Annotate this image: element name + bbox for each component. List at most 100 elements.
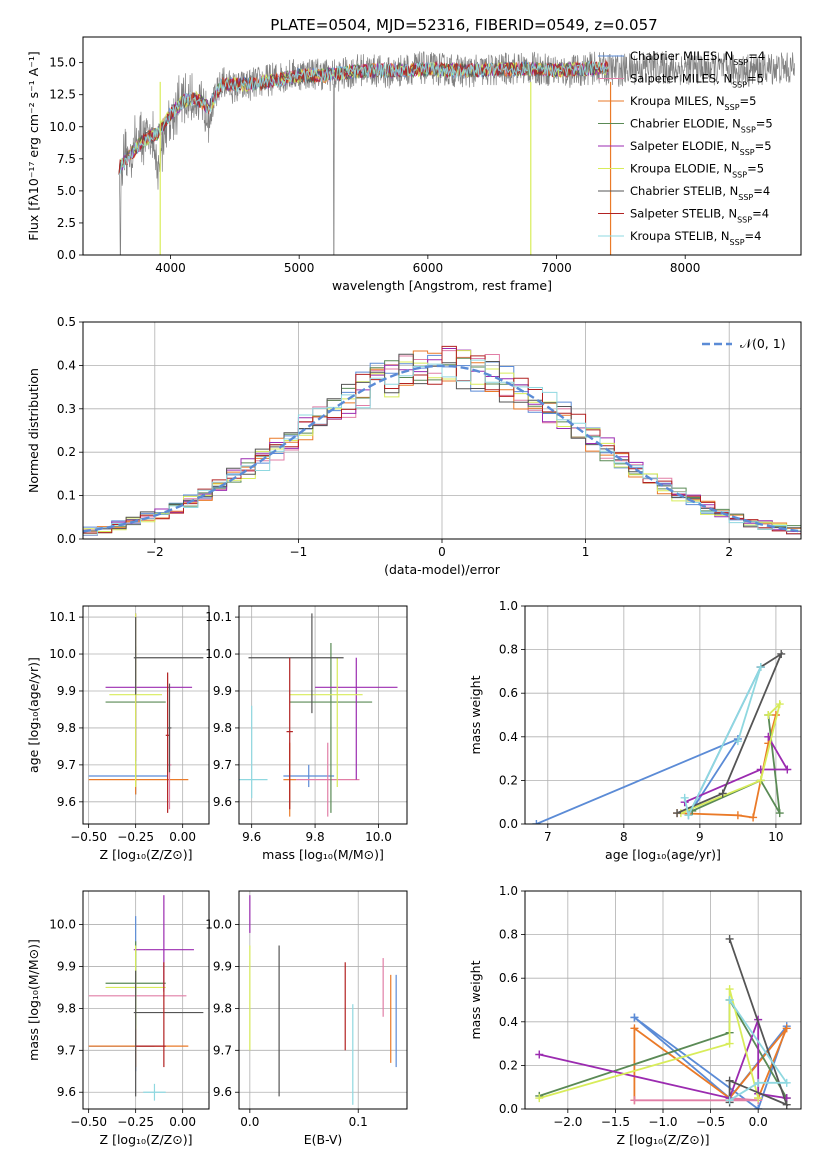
mw_vs_age-xlabel: age [log₁₀(age/yr)] [605,847,721,862]
mass_vs_Z-frame [82,890,210,1110]
mw_vs_Z-xtick-label: −1.0 [648,1115,677,1129]
legend-suffix: =4 [752,207,769,221]
mass_vs_EBV-xtick-label: 0.1 [349,1115,368,1129]
age_vs_mass-axes: 9.6 9.8 10.0 9.6 9.7 9.8 9.9 10.0 10.1 mass [log₁… [205,606,407,862]
mass_vs_EBV-ytick-label: 9.6 [213,1085,232,1099]
legend-label-normal: 𝒩(0, 1) [740,336,786,351]
mass_vs_EBV-frame [238,890,408,1110]
mw_vs_age-frame [524,605,802,825]
residuals-ytick-label: 0.4 [57,358,76,372]
normal-curve [82,364,799,533]
mass_vs_Z-errorbar-point-8 [143,1083,166,1101]
spectrum-axes: 4000 5000 6000 7000 8000 0.0 2.5 5.0 7.5 10.0 12.5… [26,51,700,293]
mass_vs_Z-errorbar-point-0 [88,916,155,1072]
mw_vs_age-xtick-label: 9 [696,830,704,844]
age_vs_Z-xtick-label: 0.00 [169,830,196,844]
mw_vs_age-marker [532,820,541,824]
legend-suffix: =5 [747,72,764,86]
mw_vs_age-xtick-label: 10 [768,830,783,844]
mass_vs_EBV-ytick-label: 9.9 [213,959,232,973]
legend-subscript: SSP [725,103,740,112]
mw_vs_Z-marker [725,1039,734,1048]
mw_vs_age-xtick-label: 7 [544,830,552,844]
mw_vs_age-marker [718,789,727,798]
mass_vs_EBV-xtick-label: 0.0 [240,1115,259,1129]
mass_vs_EBV-ytick-label: 9.7 [213,1043,232,1057]
age_vs_mass-errorbar-point-8 [239,705,268,799]
mw_vs_Z-ytick-label: 0.2 [499,1058,518,1072]
spectrum-ytick-label: 5.0 [57,184,76,198]
mw_vs_age-ylabel: mass weight [468,675,483,754]
residuals-ytick-label: 0.3 [57,402,76,416]
mw_vs_Z-frame [524,890,802,1110]
mw_vs_Z-series-5 [539,988,760,1099]
mw_vs_Z-marker [754,1078,763,1087]
mw_vs_Z-xlabel: Z [log₁₀(Z/Z⊙)] [617,1132,710,1147]
age_vs_mass-xtick-label: 9.8 [306,830,325,844]
legend-subscript: SSP [733,58,748,67]
mw_vs_Z-marker [535,1050,544,1059]
legend-suffix: =5 [755,139,772,153]
residuals-xtick-label: −1 [290,545,308,559]
mass_vs_Z-ytick-label: 9.6 [57,1085,76,1099]
mw_vs_age-series-4 [680,701,782,814]
age_vs_mass-errorbar-point-3 [289,642,373,813]
legend-suffix: =4 [753,184,770,198]
mw_vs_Z-marker [725,934,734,943]
age_vs_Z-errorbar-point-1 [88,764,189,795]
mass_vs_Z-ytick-label: 9.9 [57,959,76,973]
residuals-xtick-label: 1 [582,545,590,559]
mw_vs_Z-xtick-label: −1.5 [601,1115,630,1129]
age_vs_mass-frame [238,605,408,825]
mw_vs_Z-ytick-label: 0.0 [499,1102,518,1116]
legend-label-2: Kroupa MILES, NSSP=5 [630,94,756,112]
age_vs_mass-errorbar-point-4 [315,657,398,780]
age_vs_Z-errorbar-point-6 [133,617,204,695]
mw_vs_age-marker [783,765,792,774]
mw_vs_age-series-6 [683,666,762,819]
mw_vs_Z-marker [754,1105,763,1109]
residuals-ytick-label: 0.0 [57,532,76,546]
legend-label-6: Chabrier STELIB, NSSP=4 [630,184,770,202]
mw_vs_Z-ylabel: mass weight [468,960,483,1039]
mass_vs_Z-ytick-label: 10.0 [49,918,76,932]
age_vs_Z-frame [82,605,210,825]
mw_vs_age-axes: 7 8 9 10 0.0 0.2 0.4 0.6 0.8 1.0 age [log₁₀(age/yr… [468,599,801,862]
age_vs_mass-errorbar-point-7 [286,657,293,810]
age_vs_mass-errorbar-point-5 [289,657,363,788]
age_vs_mass-ytick-label: 9.8 [213,721,232,735]
mw_vs_age-xtick-label: 8 [620,830,628,844]
age_vs_mass-xtick-label: 10.0 [365,830,392,844]
legend-subscript: SSP [740,148,755,157]
spectrum-ytick-label: 7.5 [57,152,76,166]
mw_vs_Z-marker [754,1094,763,1103]
mw_vs_Z-marker [535,1094,544,1103]
legend-label-5: Kroupa ELODIE, NSSP=5 [630,162,764,180]
mw_vs_age-ytick-label: 0.0 [499,817,518,831]
residuals-xtick-label: 0 [438,545,446,559]
mw_vs_age-ytick-label: 0.8 [499,643,518,657]
mass_vs_EBV-axes: 0.0 0.1 9.6 9.7 9.8 9.9 10.0 E(B-V) [205,891,407,1147]
mass_vs_Z-ytick-label: 9.7 [57,1043,76,1057]
mw_vs_Z-marker [782,1024,791,1033]
legend-suffix: =4 [748,49,765,63]
age_vs_mass-xlabel: mass [log₁₀(M/M⊙)] [262,847,384,862]
residuals-ytick-label: 0.2 [57,445,76,459]
mw_vs_age-marker [749,813,758,822]
mass_vs_Z-xtick-label: 0.00 [169,1115,196,1129]
mass_vs_Z-ylabel: mass [log₁₀(M/M⊙)] [26,939,41,1061]
mw_vs_age-marker [673,809,682,818]
mass_vs_Z-axes: −0.50 −0.25 0.00 9.6 9.7 9.8 9.9 10.0 Z [log₁₀(Z… [26,891,209,1147]
age_vs_Z-xlabel: Z [log₁₀(Z/Z⊙)] [100,847,193,862]
data-spectrum-line [118,51,795,255]
mw_vs_age-series-3 [684,736,789,804]
mass_vs_Z-xtick-label: −0.50 [70,1115,107,1129]
age_vs_Z-errorbar-point-7 [165,672,170,813]
spectrum-ytick-label: 12.5 [49,88,76,102]
mw_vs_age-series-2 [691,714,781,814]
age_vs_mass-ytick-label: 9.6 [213,795,232,809]
age_vs_mass-errorbar-point-6 [248,613,344,714]
spectrum-ytick-label: 2.5 [57,216,76,230]
spectrum-xlabel: wavelength [Angstrom, rest frame] [332,278,552,293]
